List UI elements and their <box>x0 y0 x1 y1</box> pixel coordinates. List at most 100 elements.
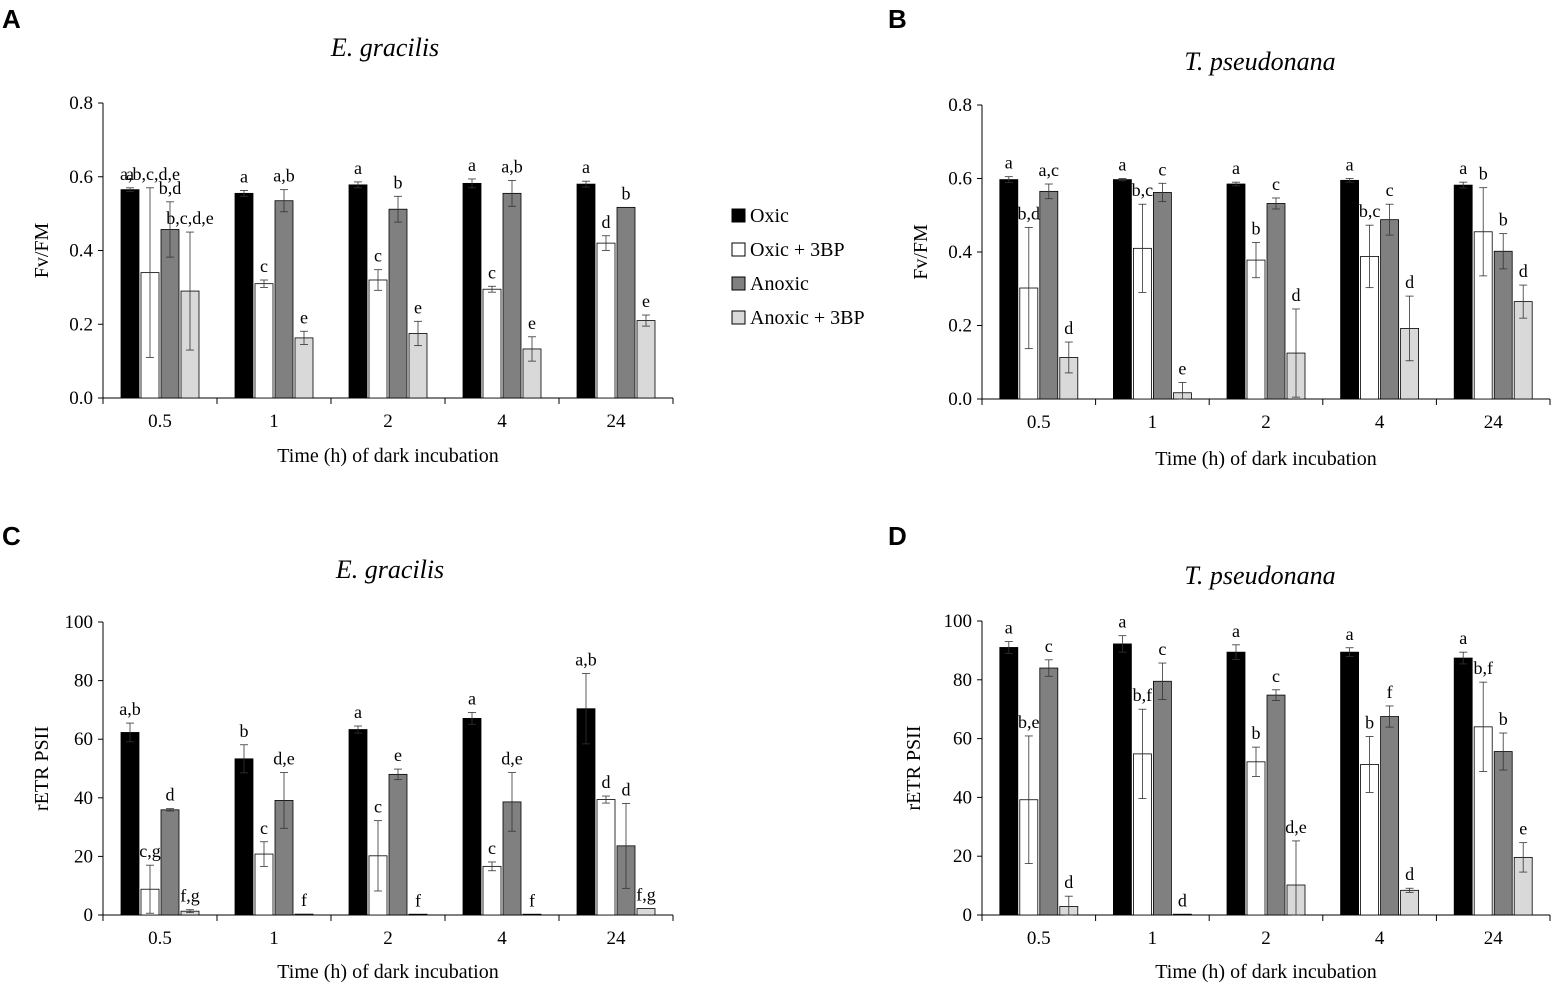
x-tick-label: 4 <box>1375 928 1385 949</box>
significance-label: b,d <box>1018 203 1041 223</box>
significance-label: a <box>1118 612 1126 632</box>
significance-label: d <box>1405 272 1414 292</box>
x-tick-label: 24 <box>1484 412 1504 433</box>
bar <box>1039 667 1059 916</box>
significance-label: e <box>394 745 402 765</box>
significance-label: d <box>1292 285 1301 305</box>
significance-label: c <box>1158 639 1166 659</box>
significance-label: b,f <box>1473 658 1493 678</box>
y-tick-label: 100 <box>65 612 94 633</box>
bar <box>482 865 502 916</box>
bar <box>1493 751 1513 916</box>
bar <box>348 729 368 916</box>
significance-label: f <box>415 891 421 911</box>
x-tick-label: 4 <box>497 411 507 432</box>
legend-swatch <box>731 242 746 257</box>
significance-label: f <box>301 890 307 910</box>
significance-label: d <box>602 212 611 232</box>
significance-label: a <box>1459 158 1467 178</box>
significance-label: d <box>602 772 611 792</box>
y-axis-label: Fv/FM <box>910 224 932 280</box>
significance-label: a,b,c,d,e <box>120 164 180 184</box>
x-tick-label: 1 <box>1148 928 1158 949</box>
y-tick-label: 40 <box>953 787 972 808</box>
significance-label: b <box>622 183 631 203</box>
y-tick-label: 0.8 <box>948 95 972 116</box>
significance-label: a <box>468 689 476 709</box>
y-tick-label: 0.0 <box>948 389 972 410</box>
y-tick-label: 0.6 <box>948 169 972 190</box>
bar <box>1453 657 1473 916</box>
bar <box>1453 184 1473 400</box>
significance-label: a <box>354 158 362 178</box>
significance-label: a <box>1232 621 1240 641</box>
significance-label: b <box>394 172 403 192</box>
bar <box>999 647 1019 916</box>
x-tick-label: 2 <box>1261 412 1271 433</box>
significance-label: a <box>582 157 590 177</box>
bar <box>368 279 388 399</box>
significance-label: a <box>468 155 476 175</box>
bar <box>522 913 542 916</box>
y-tick-label: 60 <box>953 729 972 750</box>
y-tick-label: 80 <box>74 671 93 692</box>
significance-label: c <box>488 262 496 282</box>
bar <box>1266 694 1286 916</box>
bar <box>254 283 274 399</box>
bar <box>348 184 368 399</box>
significance-label: a <box>126 164 134 184</box>
significance-label: a <box>1232 158 1240 178</box>
y-tick-label: 20 <box>74 846 93 867</box>
panel-b: B T. pseudonana 0.0 0.2 0.4 0.6 0.8 Fv/FM Time (… <box>888 4 1551 470</box>
bar <box>1340 179 1359 400</box>
legend-label: Anoxic <box>750 273 809 295</box>
x-tick-label: 0.5 <box>1027 412 1051 433</box>
significance-label: c <box>1045 636 1053 656</box>
y-tick-label: 0.4 <box>69 241 93 262</box>
bar <box>1266 203 1286 400</box>
x-tick-label: 4 <box>1375 412 1385 433</box>
y-tick-label: 60 <box>74 729 93 750</box>
significance-label: a <box>354 702 362 722</box>
significance-label: c <box>374 797 382 817</box>
significance-label: d <box>622 779 631 799</box>
x-tick-label: 1 <box>269 928 279 949</box>
legend-swatch <box>731 208 746 223</box>
x-axis-label: Time (h) of dark incubation <box>1155 961 1376 983</box>
significance-label: a <box>1346 155 1354 175</box>
bar <box>234 758 254 916</box>
significance-label: a,b <box>575 650 597 670</box>
x-tick-label: 24 <box>607 928 627 949</box>
y-tick-label: 0.4 <box>948 242 972 263</box>
x-tick-label: 0.5 <box>1027 928 1051 949</box>
bar <box>1113 179 1132 400</box>
bar <box>1226 183 1246 400</box>
panel-letter: D <box>888 521 907 551</box>
x-tick-label: 24 <box>1484 928 1504 949</box>
significance-label: b,f <box>1133 685 1153 705</box>
significance-label: b <box>1499 210 1508 230</box>
x-tick-label: 0.5 <box>148 411 172 432</box>
significance-label: f,g <box>180 886 200 906</box>
bar <box>576 183 596 399</box>
y-tick-label: 0.2 <box>69 314 93 335</box>
significance-label: c <box>488 838 496 858</box>
bar <box>636 908 656 916</box>
legend-label: Anoxic + 3BP <box>750 307 865 329</box>
bar <box>1153 192 1172 400</box>
significance-label: b,e <box>1018 712 1040 732</box>
x-tick-label: 24 <box>607 411 627 432</box>
bar <box>388 773 408 916</box>
bar <box>1380 716 1399 916</box>
bar <box>120 189 140 399</box>
x-axis-label: Time (h) of dark incubation <box>277 961 498 983</box>
y-tick-label: 80 <box>953 670 972 691</box>
y-axis-label: Fv/FM <box>31 222 53 278</box>
significance-label: e <box>528 313 536 333</box>
significance-label: e <box>642 291 650 311</box>
y-tick-label: 0.8 <box>69 93 93 114</box>
significance-label: d <box>166 785 175 805</box>
bar <box>1340 651 1359 916</box>
significance-label: d <box>1178 891 1187 911</box>
